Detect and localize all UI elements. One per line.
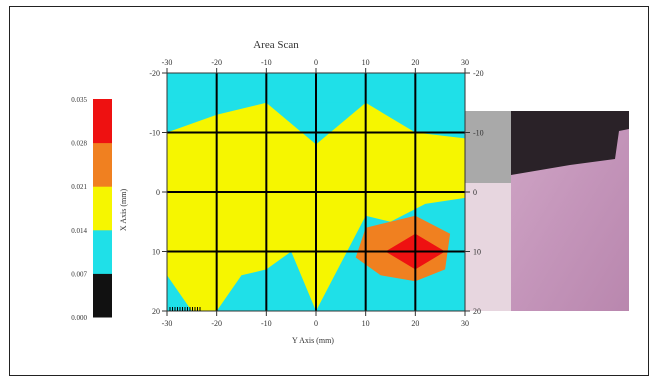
x-tick-label-bottom: 10 xyxy=(362,319,370,328)
colorbar-tick-label: 0.021 xyxy=(71,183,87,191)
x-tick-label-top: 0 xyxy=(314,58,318,67)
y-tick-label-left: -10 xyxy=(149,129,160,138)
x-tick-label-top: 10 xyxy=(362,58,370,67)
x-tick-label-top: 30 xyxy=(461,58,469,67)
y-tick-label-left: 10 xyxy=(152,248,160,257)
y-tick-label-left: 0 xyxy=(156,188,160,197)
plot-grid xyxy=(167,73,465,311)
x-tick-label-bottom: -20 xyxy=(211,319,222,328)
colorbar: 0.000 0.007 0.014 0.021 0.028 0.035 xyxy=(71,96,112,322)
y-tick-label-right: -10 xyxy=(473,129,484,138)
y-tick-label-right: 20 xyxy=(473,307,481,316)
colorbar-tick-label: 0.007 xyxy=(71,270,87,278)
colorbar-band-0 xyxy=(93,273,112,318)
sample-photo xyxy=(465,111,629,311)
colorbar-tick-label: 0.028 xyxy=(71,140,87,148)
colorbar-band-4 xyxy=(93,99,112,144)
x-tick-label-top: -30 xyxy=(162,58,173,67)
x-tick-label-top: -20 xyxy=(211,58,222,67)
x-tick-label-bottom: 20 xyxy=(411,319,419,328)
chart-title: Area Scan xyxy=(253,39,299,51)
x-tick-label-bottom: -30 xyxy=(162,319,173,328)
area-scan-chart: Area Scan -30-30-20-20-10-10001010202030… xyxy=(71,39,629,345)
figure-frame: Area Scan -30 -30 -20 -20 -10 -10 0 0 10 10 20 20 30… xyxy=(9,6,649,376)
photo-dark-block xyxy=(511,111,629,175)
y-axis-label: X Axis (mm) xyxy=(119,189,128,232)
colorbar-tick-label: 0.000 xyxy=(71,314,87,322)
y-tick-label-left: -20 xyxy=(149,69,160,78)
y-tick-label-right: -20 xyxy=(473,69,484,78)
x-tick-label-bottom: 0 xyxy=(314,319,318,328)
colorbar-band-2 xyxy=(93,186,112,231)
y-tick-label-left: 20 xyxy=(152,307,160,316)
x-tick-label-bottom: -10 xyxy=(261,319,272,328)
colorbar-tick-label: 0.014 xyxy=(71,227,87,235)
x-tick-label-top: 20 xyxy=(411,58,419,67)
x-tick-label-bottom: 30 xyxy=(461,319,469,328)
colorbar-band-1 xyxy=(93,229,112,274)
x-tick-label-top: -10 xyxy=(261,58,272,67)
colorbar-tick-label: 0.035 xyxy=(71,96,87,104)
y-tick-label-right: 10 xyxy=(473,248,481,257)
y-tick-label-right: 0 xyxy=(473,188,477,197)
colorbar-band-3 xyxy=(93,142,112,187)
photo-light-region xyxy=(465,183,511,311)
x-axis-label: Y Axis (mm) xyxy=(292,336,334,345)
